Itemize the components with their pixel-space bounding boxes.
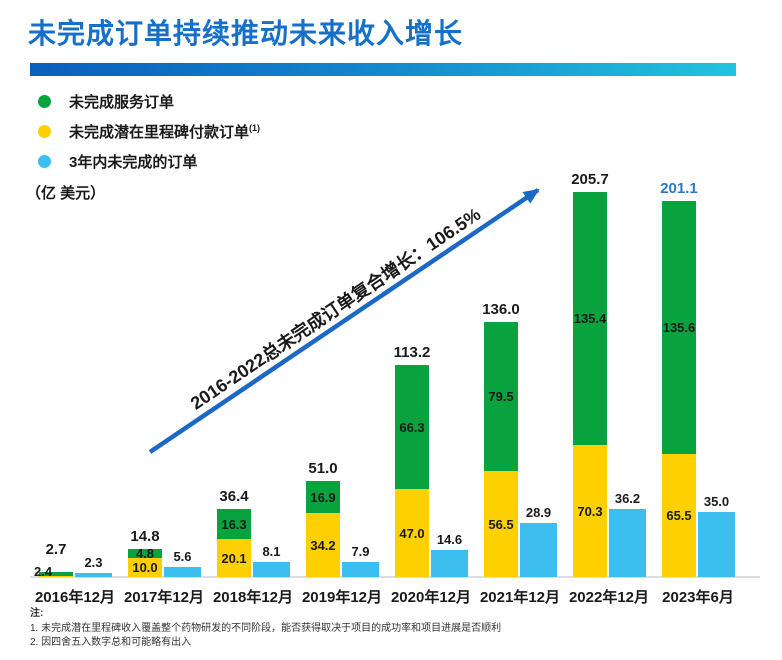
milestone-value-label: 20.1 [221,550,247,566]
legend-item-3yr-backlog: 3年内未完成的订单 [38,150,260,172]
milestone-value-label: 47.0 [399,525,425,541]
three-year-value-label: 14.6 [436,531,463,547]
three-year-value-label: 2.3 [84,554,103,570]
total-label: 2.7 [45,540,67,558]
x-axis-label: 2022年12月 [568,589,650,606]
service-value-label: 79.5 [488,389,514,405]
three-year-value-label: 28.9 [525,504,552,520]
stacked-bar [484,322,518,577]
x-axis-label: 2016年12月 [34,589,116,606]
service-value-label: 16.9 [310,489,336,505]
service-segment [306,481,340,513]
service-segment [217,508,251,540]
service-value-label: 4.8 [135,546,155,562]
service-segment [484,322,518,472]
three-year-bar [609,509,646,577]
service-value-label: 16.3 [221,516,247,532]
milestone-segment [217,539,251,577]
legend-label: 3年内未完成的订单 [69,153,198,171]
x-axis-label: 2021年12月 [479,589,561,606]
legend: 未完成服务订单 未完成潜在里程碑付款订单(1) 3年内未完成的订单 [38,90,260,180]
milestone-segment [662,454,696,577]
blue-dot-icon [38,154,51,168]
axis-unit-label: （亿 美元） [26,185,106,202]
x-axis-label: 2023年6月 [662,589,734,606]
service-value-label: 135.4 [573,311,607,327]
milestone-value-label: 70.3 [577,503,603,519]
x-axis-line [30,576,760,578]
legend-label: 未完成潜在里程碑付款订单(1) [69,122,261,141]
milestone-segment [306,513,340,577]
page-title: 未完成订单持续推动未来收入增长 [28,18,464,49]
x-axis-label: 2018年12月 [212,589,294,606]
three-year-bar [431,549,468,577]
milestone-value-label: 56.5 [488,516,514,532]
milestone-value-label: 10.0 [132,560,158,576]
total-label: 51.0 [308,460,338,478]
three-year-value-label: 35.0 [703,493,730,509]
milestone-segment [573,445,607,577]
x-axis-label: 2017年12月 [123,589,205,606]
three-year-value-label: 8.1 [262,543,281,559]
milestone-segment [128,558,162,577]
total-label: 36.4 [219,487,249,505]
milestone-segment [395,489,429,577]
total-label: 113.2 [393,343,431,361]
x-axis-label: 2019年12月 [301,589,383,606]
service-segment [573,192,607,446]
total-label: 205.7 [571,171,609,189]
service-segment [128,549,162,559]
total-label: 201.1 [660,179,698,197]
total-label: 136.0 [482,301,520,319]
three-year-value-label: 7.9 [351,544,370,560]
service-segment [395,364,429,490]
green-dot-icon [38,94,51,108]
stacked-bar [573,192,607,577]
growth-arrow [148,188,540,454]
footnote-header: 注: [30,608,44,619]
milestone-segment [484,471,518,577]
x-axis-label: 2020年12月 [390,589,472,606]
service-value-label: 66.3 [399,419,425,435]
three-year-bar [75,572,112,577]
title-divider-gradient [30,63,736,76]
milestone-value-label: 34.2 [310,537,336,553]
three-year-bar [520,522,557,577]
legend-item-service-backlog: 未完成服务订单 [38,90,260,112]
yellow-dot-icon [38,124,51,138]
service-segment [662,200,696,455]
three-year-bar [164,566,201,577]
footnotes: 注: 1. 未完成潜在里程碑收入覆盖整个药物研发的不同阶段，能否获得取决于项目的… [30,607,501,651]
stacked-bar [395,364,429,577]
stacked-bar [662,200,696,577]
three-year-bar [342,562,379,577]
three-year-bar [253,561,290,577]
service-value-label: 135.6 [662,320,696,336]
total-label: 14.8 [130,528,160,546]
three-year-bar [698,511,735,577]
milestone-segment [39,576,73,577]
stacked-bar [306,481,340,577]
stacked-bar [217,508,251,577]
milestone-value-label: 65.5 [666,508,692,524]
footnote-2: 2. 因四舍五入数字总和可能略有出入 [30,637,192,648]
stacked-bar [39,571,73,577]
legend-item-milestone-backlog: 未完成潜在里程碑付款订单(1) [38,120,260,142]
three-year-value-label: 36.2 [614,491,641,507]
service-segment [39,571,73,577]
stacked-bar [128,549,162,577]
legend-label: 未完成服务订单 [69,93,175,111]
service-value-label: 2.4 [34,564,53,579]
three-year-value-label: 5.6 [173,548,192,564]
footnote-1: 1. 未完成潜在里程碑收入覆盖整个药物研发的不同阶段，能否获得取决于项目的成功率… [30,622,502,634]
